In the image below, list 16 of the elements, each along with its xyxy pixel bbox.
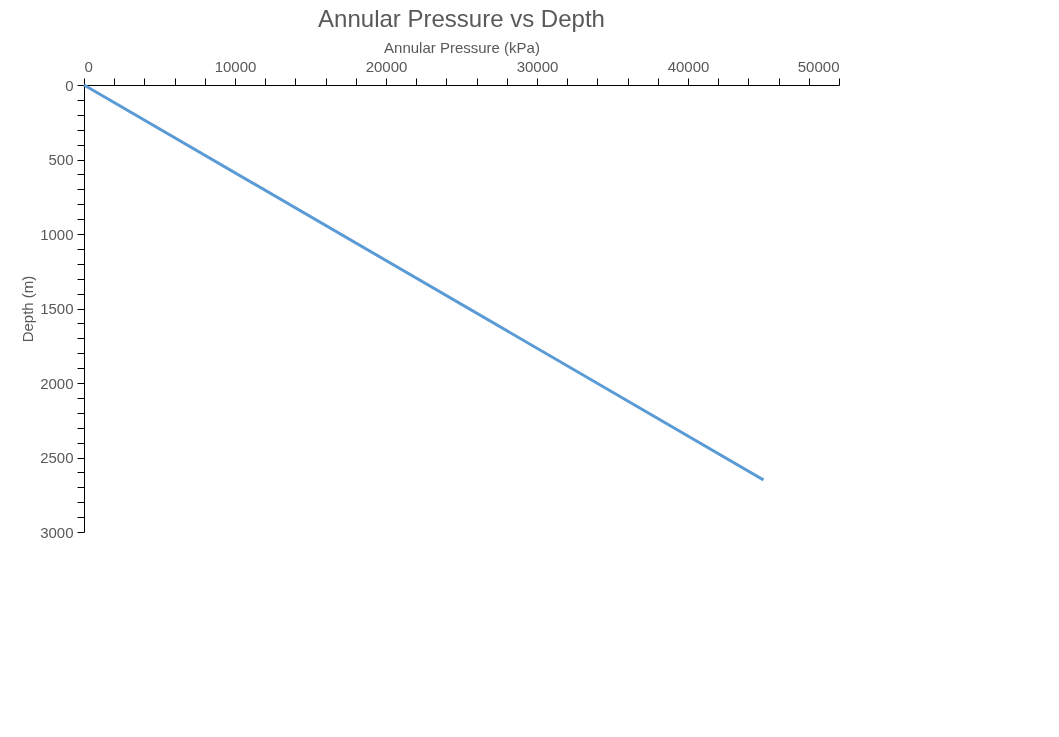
- y-tick-label: 1000: [40, 225, 74, 243]
- x-tick-label: 20000: [365, 57, 408, 75]
- chart-title: Annular Pressure vs Depth: [318, 5, 605, 32]
- y-tick-label: 2500: [40, 449, 74, 466]
- x-tick-label: 0: [84, 57, 93, 75]
- x-tick-label: 30000: [516, 57, 559, 75]
- x-axis-title: Annular Pressure (kPa): [384, 38, 540, 56]
- x-tick-label: 50000: [797, 57, 840, 75]
- y-tick-label: 2000: [40, 374, 74, 392]
- y-tick-label: 3000: [40, 523, 74, 541]
- y-axis-title: Depth (m): [19, 275, 37, 343]
- x-tick-label: 40000: [667, 57, 710, 75]
- x-tick-label: 10000: [214, 57, 257, 75]
- y-tick-label: 0: [65, 76, 74, 94]
- y-tick-label: 1500: [40, 300, 74, 317]
- y-tick-label: 500: [48, 151, 74, 168]
